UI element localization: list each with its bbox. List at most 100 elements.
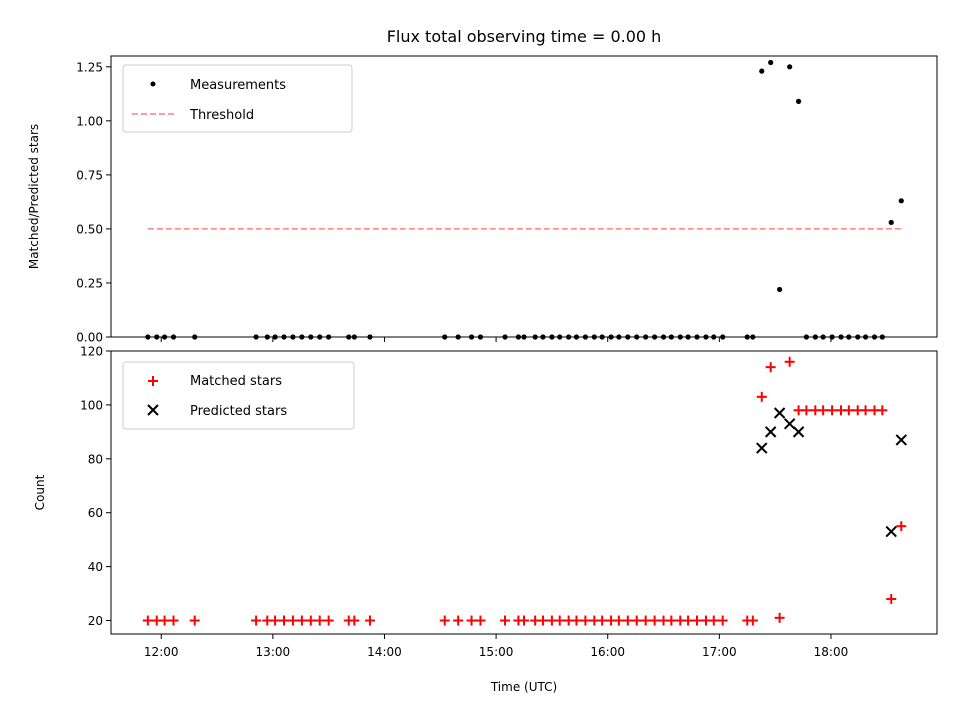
matched-star-point — [756, 391, 767, 402]
legend-matched-plus — [148, 376, 158, 386]
bottom-y-tick-label: 80 — [88, 452, 103, 466]
matched-star-point — [314, 615, 325, 626]
matched-star-point — [860, 405, 871, 416]
matched-star-point — [717, 615, 728, 626]
matched-star-point — [453, 615, 464, 626]
top-y-tick-label: 1.25 — [76, 60, 103, 74]
x-tick-label: 13:00 — [256, 645, 291, 659]
matched-star-point — [287, 615, 298, 626]
matched-star-point — [554, 615, 565, 626]
matched-star-point — [142, 615, 153, 626]
matched-star-point — [580, 615, 591, 626]
legend-matched-marker — [148, 376, 158, 386]
x-tick-label: 14:00 — [367, 645, 402, 659]
matched-star-point — [622, 615, 633, 626]
matched-star-point — [708, 615, 719, 626]
legend-predicted-cross — [147, 404, 159, 416]
matched-star-point — [439, 615, 450, 626]
matched-star-point — [159, 615, 170, 626]
bottom-y-tick-label: 60 — [88, 506, 103, 520]
matched-star-point — [666, 615, 677, 626]
measurement-point — [777, 286, 783, 293]
matched-star-point — [886, 593, 897, 604]
matched-star-point — [537, 615, 548, 626]
matched-star-point — [597, 615, 608, 626]
predicted-star-point — [756, 442, 768, 454]
bottom-legend-box — [122, 361, 355, 430]
matched-star-point — [296, 615, 307, 626]
measurement-point — [768, 59, 774, 66]
measurement-point — [898, 198, 904, 204]
bottom-y-tick-label: 40 — [88, 560, 103, 574]
matched-star-point — [784, 356, 795, 367]
x-tick-label: 17:00 — [702, 645, 737, 659]
bottom-axes-frame — [110, 350, 938, 635]
legend-predicted-label: Predicted stars — [190, 404, 287, 419]
x-tick-label: 16:00 — [590, 645, 625, 659]
predicted-star-point — [783, 418, 796, 430]
legend-measurements-label: Measurements — [190, 78, 286, 93]
matched-star-point — [571, 615, 582, 626]
top-y-tick-label: 1.00 — [76, 114, 103, 128]
matched-star-point — [519, 615, 529, 626]
chart-title: Flux total observing time = 0.00 h — [387, 27, 662, 46]
legend-matched-label: Matched stars — [190, 374, 282, 389]
x-axis-label: Time (UTC) — [490, 680, 557, 694]
matched-star-point — [692, 615, 703, 626]
matched-star-point — [475, 615, 486, 626]
matched-star-point — [270, 615, 281, 626]
matched-star-point — [189, 615, 200, 626]
measurement-point — [759, 68, 765, 74]
predicted-star-point — [764, 426, 777, 438]
matched-star-point — [168, 615, 179, 626]
bottom-y-tick-label: 20 — [88, 614, 103, 628]
measurement-point — [787, 64, 793, 70]
matched-star-point — [818, 405, 829, 416]
bottom-y-axis-label: Count — [33, 474, 47, 510]
top-panel: 0.00 0.25 0.50 0.75 1.00 1.25 Matched/Predict… — [27, 55, 938, 345]
matched-star-point — [279, 615, 290, 626]
x-tick-label: 18:00 — [814, 645, 849, 659]
matched-star-point — [765, 362, 776, 373]
matched-star-point — [640, 615, 651, 626]
matched-star-point — [631, 615, 642, 626]
measurement-point — [795, 98, 802, 104]
matched-star-point — [827, 405, 838, 416]
top-y-tick-label: 0.75 — [76, 168, 103, 182]
top-legend-box — [122, 64, 353, 133]
measurement-point — [888, 219, 894, 226]
matched-star-point — [649, 615, 660, 626]
matched-star-point — [877, 405, 888, 416]
matched-star-point — [305, 615, 316, 626]
matched-star-point — [774, 612, 785, 623]
matched-star-point — [364, 615, 375, 626]
top-legend: Measurements Threshold — [122, 64, 353, 133]
matched-star-point — [251, 615, 262, 626]
top-axes-frame — [110, 55, 938, 338]
predicted-star-point — [895, 434, 907, 446]
predicted-star-point — [885, 525, 897, 538]
legend-threshold-label: Threshold — [189, 108, 254, 123]
matched-star-point — [896, 521, 907, 532]
top-y-tick-label: 0.50 — [76, 222, 103, 236]
legend-measurements-marker — [150, 81, 156, 87]
matched-star-point — [466, 615, 477, 626]
matched-star-point — [683, 615, 694, 626]
matched-star-point — [801, 405, 812, 416]
bottom-y-tick-label: 120 — [80, 345, 103, 359]
bottom-legend: Matched stars Predicted stars — [122, 361, 355, 430]
bottom-panel: 20 40 60 80 100 120 12:00 13:00 14:00 15:00 16:00… — [33, 345, 938, 694]
predicted-star-point — [792, 426, 805, 438]
matched-star-point — [613, 615, 624, 626]
matched-star-point — [323, 615, 334, 626]
top-y-tick-label: 0.25 — [76, 276, 103, 290]
x-tick-label: 15:00 — [479, 645, 514, 659]
legend-predicted-marker — [147, 404, 159, 416]
matched-star-point — [500, 615, 511, 626]
matched-star-point — [843, 405, 854, 416]
top-y-tick-label: 0.00 — [76, 331, 103, 345]
top-y-axis-label: Matched/Predicted stars — [27, 124, 41, 269]
matched-star-point — [349, 615, 360, 626]
predicted-star-point — [773, 407, 786, 419]
